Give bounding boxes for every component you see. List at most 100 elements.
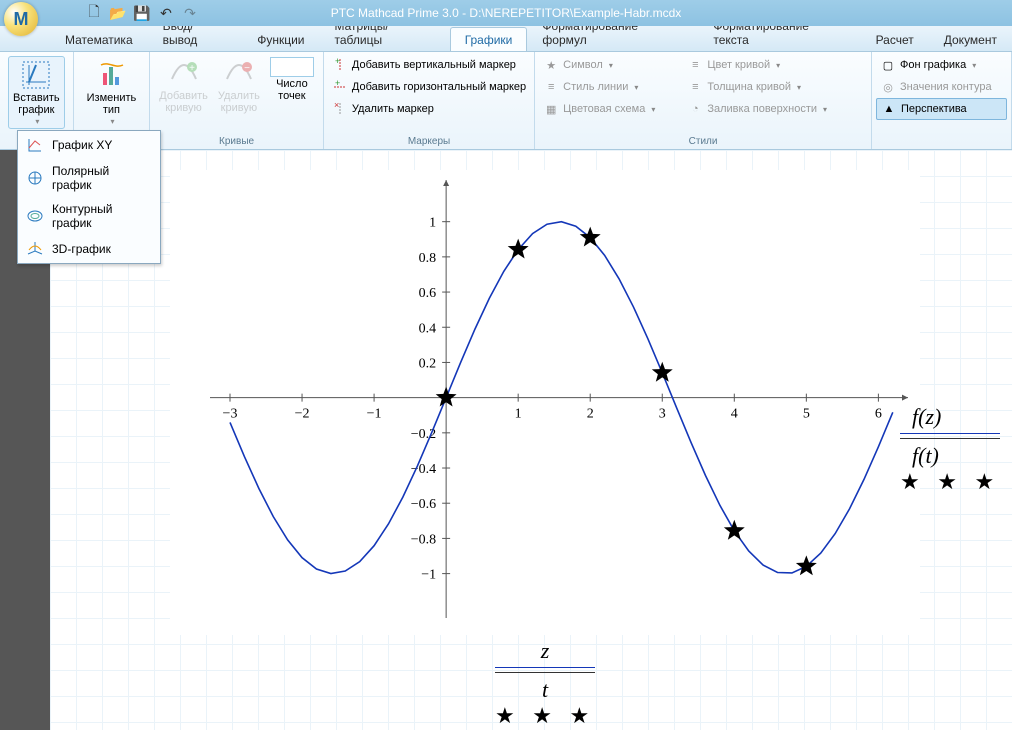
redo-icon[interactable]: ↷ <box>182 5 198 21</box>
svg-text:−3: −3 <box>223 407 238 422</box>
svg-text:+: + <box>335 79 340 88</box>
insert-plot-label: Вставить график <box>13 92 60 116</box>
num-points-button[interactable]: Число точек <box>265 54 319 117</box>
surface-fill-icon: ◔ <box>687 101 703 117</box>
line-thickness-button[interactable]: ≡Толщина кривой▾ <box>683 76 831 98</box>
insert-plot-button[interactable]: Вставить график ▾ <box>8 56 65 129</box>
group-curves-caption: Кривые <box>150 136 323 147</box>
add-v-marker-icon: + <box>332 57 348 73</box>
group-styles: ★Символ▾ ≡Стиль линии▾ ▦Цветовая схема▾ … <box>535 52 872 149</box>
svg-text:−2: −2 <box>295 407 310 422</box>
svg-text:−0.6: −0.6 <box>411 497 436 512</box>
svg-text:0.2: 0.2 <box>419 356 437 371</box>
new-icon[interactable]: 🗋 <box>86 5 102 21</box>
symbol-button[interactable]: ★Символ▾ <box>539 54 659 76</box>
contour-icon: ◎ <box>880 79 896 95</box>
contour-values-button[interactable]: ◎Значения контура <box>876 76 1007 98</box>
plot-bg-icon: ▢ <box>880 57 896 73</box>
delete-marker-button[interactable]: × Удалить маркер <box>328 98 530 120</box>
xy-plot-icon <box>26 136 44 154</box>
tab-calc[interactable]: Расчет <box>861 27 929 51</box>
add-h-marker-icon: + <box>332 79 348 95</box>
tab-graphics[interactable]: Графики <box>450 27 528 51</box>
svg-text:5: 5 <box>803 407 810 422</box>
svg-text:1: 1 <box>429 216 436 231</box>
quick-access-toolbar: 🗋 📂 💾 ↶ ↷ <box>86 5 198 21</box>
menu-contour-plot[interactable]: Контурный график <box>18 197 160 235</box>
app-logo[interactable]: M <box>4 2 38 36</box>
thickness-icon: ≡ <box>687 79 703 95</box>
add-h-marker-button[interactable]: + Добавить горизонтальный маркер <box>328 76 530 98</box>
perspective-icon: ▲ <box>881 101 897 117</box>
svg-text:−0.8: −0.8 <box>411 532 436 547</box>
menu-polar-plot[interactable]: Полярный график <box>18 159 160 197</box>
insert-plot-menu: График XY Полярный график Контурный граф… <box>17 130 161 264</box>
delete-curve-icon: − <box>223 57 255 89</box>
tab-functions[interactable]: Функции <box>242 27 319 51</box>
open-icon[interactable]: 📂 <box>110 5 126 21</box>
tab-document[interactable]: Документ <box>929 27 1012 51</box>
symbol-icon: ★ <box>543 57 559 73</box>
xlabel-z: z <box>541 638 550 663</box>
tab-math[interactable]: Математика <box>50 27 148 51</box>
save-icon[interactable]: 💾 <box>134 5 150 21</box>
change-type-label: Изменить тип <box>87 92 137 116</box>
color-scheme-icon: ▦ <box>543 101 559 117</box>
legend-ft: f(t) <box>912 443 939 468</box>
add-curve-icon: + <box>168 57 200 89</box>
insert-plot-icon <box>20 59 52 91</box>
ribbon-tabstrip: Математика Ввод/вывод Функции Матрицы/та… <box>0 26 1012 52</box>
group-markers: + Добавить вертикальный маркер + Добавит… <box>324 52 535 149</box>
line-style-icon: ≡ <box>543 79 559 95</box>
window-title: PTC Mathcad Prime 3.0 - D:\NEREPETITOR\E… <box>331 6 682 20</box>
svg-text:−: − <box>244 63 250 74</box>
change-type-icon <box>95 59 127 91</box>
svg-text:−0.4: −0.4 <box>411 462 436 477</box>
surface-fill-button[interactable]: ◔Заливка поверхности▾ <box>683 98 831 120</box>
chevron-down-icon: ▾ <box>35 117 39 126</box>
perspective-button[interactable]: ▲Перспектива <box>876 98 1007 120</box>
add-v-marker-button[interactable]: + Добавить вертикальный маркер <box>328 54 530 76</box>
group-styles-caption: Стили <box>535 136 871 147</box>
group-plot: ▢Фон графика▾ ◎Значения контура ▲Перспек… <box>872 52 1012 149</box>
3d-plot-icon <box>26 240 44 258</box>
svg-text:1: 1 <box>515 407 522 422</box>
svg-text:6: 6 <box>875 407 882 422</box>
menu-xy-plot[interactable]: График XY <box>18 131 160 159</box>
change-type-button[interactable]: Изменить тип ▾ <box>82 56 142 129</box>
svg-text:0.6: 0.6 <box>419 286 437 301</box>
svg-text:×: × <box>334 101 339 110</box>
delete-curve-button[interactable]: − Удалить кривую <box>213 54 265 117</box>
svg-text:2: 2 <box>587 407 594 422</box>
menu-3d-plot[interactable]: 3D-график <box>18 235 160 263</box>
svg-text:0.4: 0.4 <box>419 321 437 336</box>
svg-text:0.8: 0.8 <box>419 251 437 266</box>
contour-plot-icon <box>26 207 44 225</box>
chevron-down-icon: ▾ <box>110 117 114 126</box>
plot-background-button[interactable]: ▢Фон графика▾ <box>876 54 1007 76</box>
title-bar: M 🗋 📂 💾 ↶ ↷ PTC Mathcad Prime 3.0 - D:\N… <box>0 0 1012 26</box>
svg-text:3: 3 <box>659 407 666 422</box>
svg-text:−1: −1 <box>367 407 382 422</box>
delete-marker-icon: × <box>332 101 348 117</box>
num-points-icon <box>270 57 314 77</box>
x-axis-labels[interactable]: z t ★ ★ ★ <box>495 638 595 729</box>
curve-color-icon: ≡ <box>687 57 703 73</box>
undo-icon[interactable]: ↶ <box>158 5 174 21</box>
xlabel-t: t <box>542 677 548 702</box>
group-markers-caption: Маркеры <box>324 136 534 147</box>
plot-region[interactable]: −3−2−1123456−1−0.8−0.6−0.4−0.20.20.40.60… <box>170 170 920 635</box>
line-style-button[interactable]: ≡Стиль линии▾ <box>539 76 659 98</box>
legend-fz: f(z) <box>912 404 941 429</box>
svg-text:−1: −1 <box>421 568 436 583</box>
page[interactable]: −3−2−1123456−1−0.8−0.6−0.4−0.20.20.40.60… <box>50 150 1012 730</box>
svg-text:+: + <box>189 63 195 74</box>
curve-color-button[interactable]: ≡Цвет кривой▾ <box>683 54 831 76</box>
color-scheme-button[interactable]: ▦Цветовая схема▾ <box>539 98 659 120</box>
legend-block[interactable]: f(z) f(t) ★ ★ ★ <box>900 404 1000 495</box>
add-curve-button[interactable]: + Добавить кривую <box>154 54 213 117</box>
svg-text:+: + <box>335 57 340 66</box>
polar-icon <box>26 169 44 187</box>
svg-text:4: 4 <box>731 407 738 422</box>
group-curves: + Добавить кривую − Удалить кривую Число… <box>150 52 324 149</box>
